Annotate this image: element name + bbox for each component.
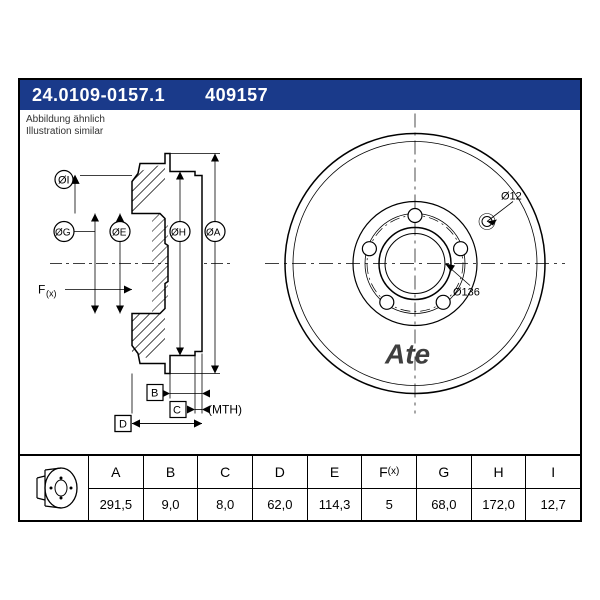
- dim-d136: Ø136: [453, 287, 480, 299]
- svg-text:ØA: ØA: [206, 228, 221, 239]
- spec-header: G: [417, 456, 471, 489]
- mth-label: (MTH): [208, 403, 242, 417]
- spec-header: D: [253, 456, 307, 489]
- spec-value: 9,0: [144, 489, 198, 521]
- spec-value: 291,5: [89, 489, 143, 521]
- spec-col-A: A291,5: [89, 456, 144, 520]
- svg-text:ØE: ØE: [112, 228, 127, 239]
- technical-drawing-sheet: 24.0109-0157.1 409157 Abbildung ähnlich …: [18, 78, 582, 522]
- svg-text:D: D: [119, 419, 127, 431]
- spec-value: 5: [362, 489, 416, 521]
- spec-col-I: I12,7: [526, 456, 580, 520]
- part-number-short: 409157: [205, 85, 268, 106]
- spec-col-H: H172,0: [472, 456, 527, 520]
- spec-col-Fx: F(x)5: [362, 456, 417, 520]
- spec-value: 62,0: [253, 489, 307, 521]
- spec-col-C: C8,0: [198, 456, 253, 520]
- part-number-long: 24.0109-0157.1: [32, 85, 165, 106]
- svg-text:F: F: [38, 283, 45, 297]
- title-bar: 24.0109-0157.1 409157: [20, 80, 580, 110]
- spec-header: F(x): [362, 456, 416, 489]
- spec-header: E: [308, 456, 362, 489]
- profile-icon-cell: [20, 456, 89, 520]
- spec-table: A291,5B9,0C8,0D62,0E114,3F(x)5G68,0H172,…: [20, 454, 580, 520]
- svg-text:ØI: ØI: [58, 175, 70, 187]
- spec-col-D: D62,0: [253, 456, 308, 520]
- svg-text:(x): (x): [46, 289, 57, 299]
- drawing-area: ØI ØG ØE ØH ØA F(x): [20, 112, 580, 450]
- spec-value: 68,0: [417, 489, 471, 521]
- spec-value: 8,0: [198, 489, 252, 521]
- svg-text:ØH: ØH: [171, 228, 186, 239]
- svg-text:ØG: ØG: [55, 228, 71, 239]
- drawing-svg: ØI ØG ØE ØH ØA F(x): [20, 112, 580, 450]
- spec-value: 12,7: [526, 489, 580, 521]
- face-view: Ø12 Ø136 Ate: [265, 114, 565, 414]
- spec-header: I: [526, 456, 580, 489]
- spec-value: 172,0: [472, 489, 526, 521]
- spec-col-G: G68,0: [417, 456, 472, 520]
- spec-value: 114,3: [308, 489, 362, 521]
- spec-header: A: [89, 456, 143, 489]
- brand-logo: Ate: [384, 339, 430, 370]
- spec-columns: A291,5B9,0C8,0D62,0E114,3F(x)5G68,0H172,…: [89, 456, 580, 520]
- dim-d12: Ø12: [501, 191, 522, 203]
- profile-view: ØI ØG ØE ØH ØA F(x): [38, 114, 242, 432]
- spec-header: B: [144, 456, 198, 489]
- spec-header: H: [472, 456, 526, 489]
- spec-col-B: B9,0: [144, 456, 199, 520]
- svg-text:B: B: [151, 388, 158, 400]
- disc-profile-icon: [27, 464, 81, 512]
- svg-text:C: C: [173, 405, 181, 417]
- spec-col-E: E114,3: [308, 456, 363, 520]
- spec-header: C: [198, 456, 252, 489]
